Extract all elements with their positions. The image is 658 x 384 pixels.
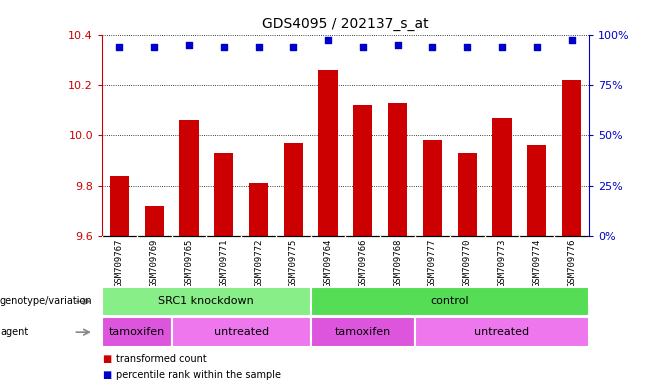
Bar <box>284 143 303 236</box>
Text: GSM709771: GSM709771 <box>219 239 228 287</box>
Text: GSM709776: GSM709776 <box>567 239 576 287</box>
Bar <box>172 318 311 347</box>
Bar <box>457 153 477 236</box>
Text: GSM709768: GSM709768 <box>393 239 402 287</box>
Text: GSM709769: GSM709769 <box>149 239 159 287</box>
Bar <box>388 103 407 236</box>
Text: GSM709765: GSM709765 <box>184 239 193 287</box>
Bar <box>145 206 164 236</box>
Text: GSM709764: GSM709764 <box>324 239 332 287</box>
Point <box>567 36 577 43</box>
Bar <box>353 105 372 236</box>
Text: percentile rank within the sample: percentile rank within the sample <box>116 370 282 380</box>
Point <box>532 44 542 50</box>
Text: GSM709774: GSM709774 <box>532 239 542 287</box>
Text: GSM709767: GSM709767 <box>115 239 124 287</box>
Bar <box>562 80 581 236</box>
Bar <box>180 120 199 236</box>
Point <box>462 44 472 50</box>
Point <box>323 36 334 43</box>
Text: GSM709773: GSM709773 <box>497 239 507 287</box>
Bar <box>102 287 311 316</box>
Text: GSM709777: GSM709777 <box>428 239 437 287</box>
Text: genotype/variation: genotype/variation <box>0 296 93 306</box>
Point <box>288 44 299 50</box>
Text: GSM709766: GSM709766 <box>359 239 367 287</box>
Point <box>392 41 403 48</box>
Point <box>218 44 229 50</box>
Text: SRC1 knockdown: SRC1 knockdown <box>159 296 254 306</box>
Bar <box>110 175 129 236</box>
Text: transformed count: transformed count <box>116 354 207 364</box>
Point <box>114 44 124 50</box>
Text: untreated: untreated <box>474 327 530 337</box>
Bar <box>311 318 415 347</box>
Text: GSM709775: GSM709775 <box>289 239 298 287</box>
Bar <box>415 318 589 347</box>
Bar <box>527 146 546 236</box>
Point <box>149 44 159 50</box>
Bar <box>249 183 268 236</box>
Text: agent: agent <box>0 327 28 337</box>
Text: control: control <box>430 296 469 306</box>
Text: GSM709770: GSM709770 <box>463 239 472 287</box>
Text: GSM709772: GSM709772 <box>254 239 263 287</box>
Text: ■: ■ <box>102 354 111 364</box>
Point <box>253 44 264 50</box>
Bar <box>492 118 511 236</box>
Text: tamoxifen: tamoxifen <box>109 327 165 337</box>
Bar <box>214 153 234 236</box>
Text: ■: ■ <box>102 370 111 380</box>
Point <box>497 44 507 50</box>
Bar <box>423 141 442 236</box>
Point <box>184 41 194 48</box>
Title: GDS4095 / 202137_s_at: GDS4095 / 202137_s_at <box>262 17 429 31</box>
Text: untreated: untreated <box>214 327 268 337</box>
Bar <box>102 318 172 347</box>
Text: tamoxifen: tamoxifen <box>335 327 391 337</box>
Bar <box>318 70 338 236</box>
Point <box>427 44 438 50</box>
Bar <box>311 287 589 316</box>
Point <box>357 44 368 50</box>
